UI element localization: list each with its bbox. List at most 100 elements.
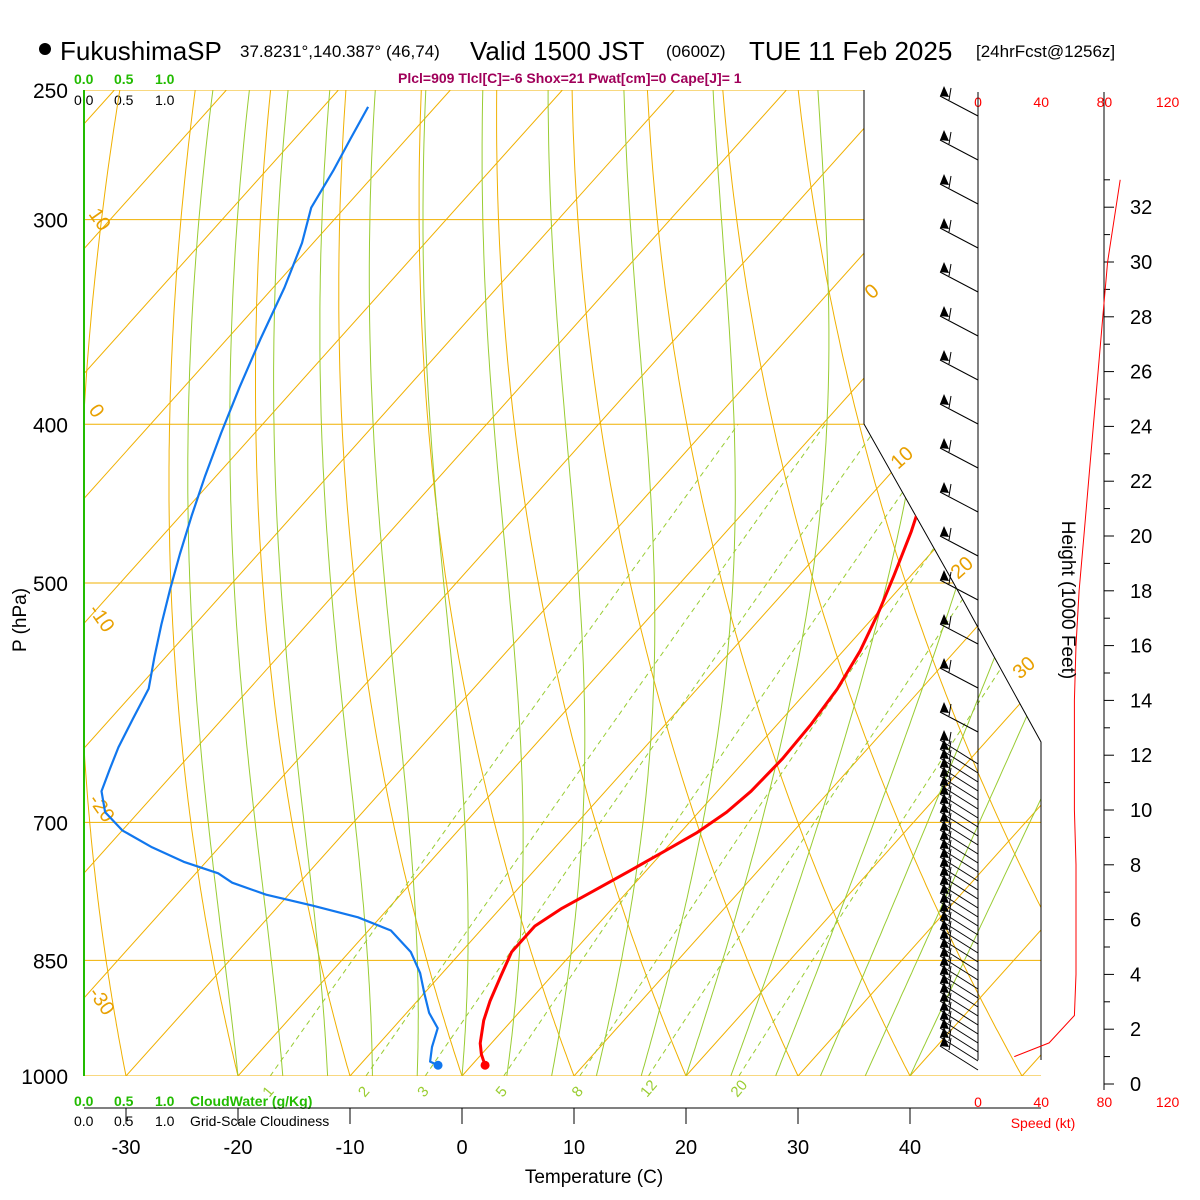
wind-barb-flag (948, 875, 952, 889)
height-tick-label: 20 (1130, 526, 1152, 548)
temperature-tick-label: 30 (787, 1137, 809, 1159)
dry-adiabat-label: 30 (1009, 652, 1040, 683)
wind-barb-flag (948, 929, 952, 943)
y-axis-title: P (hPa) (10, 588, 31, 652)
dewpoint-profile-line (100, 106, 439, 1067)
wind-barb-pennant (940, 919, 949, 930)
moist-adiabat-line (273, 90, 329, 1076)
wind-barb-pennant (940, 757, 949, 768)
wind-barb-flag (948, 803, 952, 817)
dry-adiabat-line (255, 90, 351, 1076)
wind-barb-flag (948, 395, 952, 409)
wind-barb-shaft (939, 491, 979, 513)
wind-barb-pennant (940, 847, 949, 858)
isotherm-label: -30 (84, 983, 119, 1019)
wind-barb-shaft (939, 946, 979, 972)
wind-barb-pennant (940, 838, 949, 849)
wind-barb-flag (948, 920, 952, 934)
cloud-bottom-black: 0.0 0.5 1.0 (74, 1113, 175, 1129)
pressure-tick-label: 500 (33, 573, 68, 596)
wind-barb-shaft (939, 95, 979, 117)
height-tick-label: 10 (1130, 800, 1152, 822)
wind-barb-pennant (940, 1009, 949, 1020)
wind-barb-shaft (939, 811, 979, 837)
wind-barb-pennant (940, 982, 949, 993)
cloud-bottom-green: 0.0 0.5 1.0 (74, 1093, 175, 1109)
height-tick-label: 28 (1130, 307, 1152, 329)
cloudwater-title: CloudWater (g/Kg) (190, 1093, 312, 1109)
speed-tick-label-top: 120 (1156, 94, 1180, 110)
pressure-tick-label: 850 (33, 950, 68, 973)
moist-adiabat-line (187, 90, 239, 1076)
wind-barb-flag (948, 821, 952, 835)
wind-barb-flag (948, 1010, 952, 1024)
wind-barb-pennant (940, 730, 949, 741)
height-tick-label: 12 (1130, 745, 1152, 767)
wind-barb-flag (948, 1001, 952, 1015)
wind-barb-shaft (939, 802, 979, 828)
temperature-tick-label: -20 (224, 1137, 253, 1159)
dry-adiabat-label: 10 (887, 442, 918, 473)
mixing-ratio-label: 2 (355, 1083, 373, 1100)
wind-barb-shaft (939, 910, 979, 936)
dry-adiabat-line (496, 90, 687, 1076)
surface-temperature-dot (480, 1060, 490, 1070)
speed-tick-label-bottom: 80 (1097, 1094, 1113, 1110)
plot-right-boundary (863, 90, 1042, 1060)
temperature-tick-label: -10 (336, 1137, 365, 1159)
wind-barb-shaft (939, 838, 979, 864)
wind-barb-flag (948, 263, 952, 277)
moist-adiabat-line (864, 90, 1041, 1076)
wind-barb-shaft (939, 955, 979, 981)
wind-barb-pennant (940, 865, 949, 876)
wind-barb-shaft (939, 883, 979, 909)
wind-barb-flag (948, 758, 952, 772)
height-tick-label: 22 (1130, 471, 1152, 493)
wind-barb-pennant (940, 820, 949, 831)
isotherm-line (797, 90, 1041, 1076)
wind-barb-flag (948, 307, 952, 321)
wind-barb-pennant (940, 262, 949, 273)
wind-barb-flag (948, 938, 952, 952)
isotherm-line (84, 90, 451, 1076)
cloudiness-title: Grid-Scale Cloudiness (190, 1113, 329, 1129)
wind-barb-pennant (940, 973, 949, 984)
wind-barb-shaft (939, 901, 979, 927)
wind-barb-flag (948, 1028, 952, 1042)
wind-barb-pennant (940, 802, 949, 813)
wind-barb-shaft (939, 829, 979, 855)
wind-barb-pennant (940, 793, 949, 804)
wind-barb-shaft (939, 1036, 979, 1062)
wind-barb-flag (948, 219, 952, 233)
wind-barb-flag (948, 947, 952, 961)
moist-adiabat-line (319, 90, 373, 1076)
mixing-ratio-line (503, 424, 951, 1076)
wind-speed-profile-line (1014, 179, 1121, 1058)
isotherm-label: 10 (84, 204, 115, 235)
dry-adiabat-line (571, 90, 799, 1076)
cloud-tick-label: 1.0 (155, 92, 175, 108)
isotherm-label: -10 (84, 600, 119, 636)
wind-barb-shaft (939, 1000, 979, 1026)
wind-barb-pennant (940, 739, 949, 750)
wind-barb-flag (948, 893, 952, 907)
wind-barb-flag (948, 902, 952, 916)
wind-barb-flag (948, 527, 952, 541)
wind-barb-shaft (939, 784, 979, 810)
mixing-ratio-label: 8 (568, 1083, 586, 1100)
pressure-tick-label: 700 (33, 812, 68, 835)
wind-barb-shaft (939, 973, 979, 999)
wind-barb-shaft (939, 820, 979, 846)
wind-barb-shaft (939, 315, 979, 337)
height-tick-label: 18 (1130, 581, 1152, 603)
moist-adiabat-line (640, 90, 736, 1076)
moist-adiabat-line (595, 90, 656, 1076)
cloud-tick-label: 0.5 (114, 1093, 134, 1109)
cloud-tick-label: 1.0 (155, 1113, 175, 1129)
wind-barb-flag (948, 857, 952, 871)
wind-barb-flag (948, 131, 952, 145)
wind-barb-pennant (940, 928, 949, 939)
mixing-ratio-line (647, 424, 1041, 1076)
wind-barb-shaft (939, 579, 979, 601)
